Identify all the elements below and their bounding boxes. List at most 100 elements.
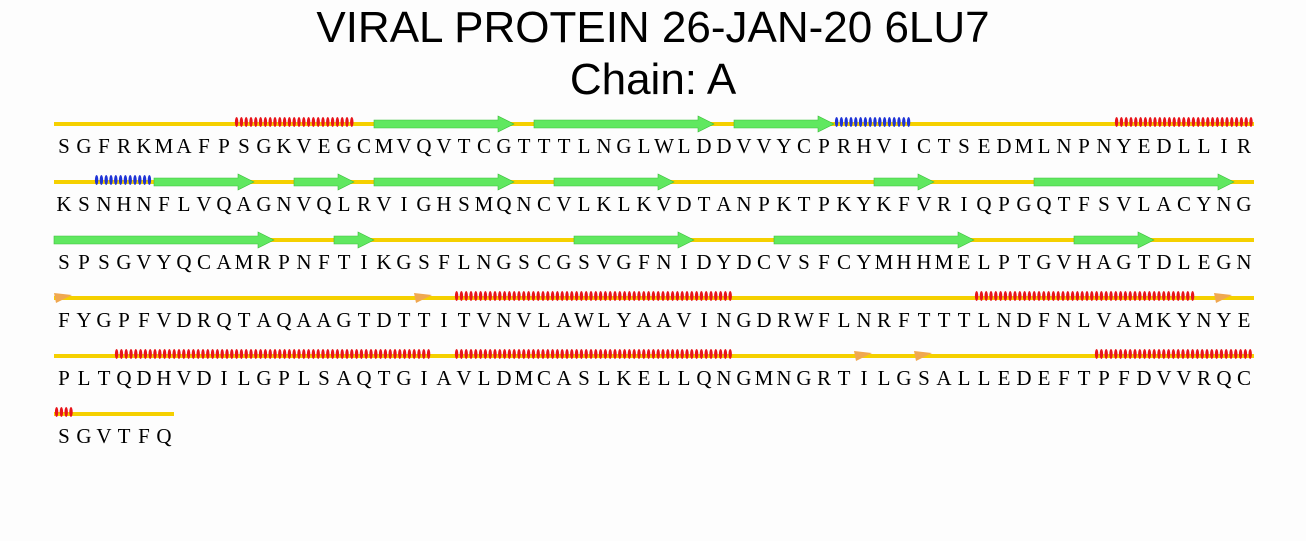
helix-turn xyxy=(138,349,143,359)
helix-turn xyxy=(579,349,584,359)
helix-turn xyxy=(1153,117,1157,127)
helix-turn xyxy=(718,291,723,301)
residue-letter: V xyxy=(396,134,412,158)
residue-letter: D xyxy=(756,308,772,332)
residue-letter: K xyxy=(56,192,72,216)
helix-turn xyxy=(306,349,311,359)
residue-letter: Q xyxy=(696,366,712,390)
residue-letter: E xyxy=(1137,134,1151,158)
helix-turn xyxy=(402,349,407,359)
helix-turn xyxy=(59,407,64,417)
helix-turn xyxy=(316,117,320,127)
residue-letter: N xyxy=(476,250,492,274)
residue-letter: Q xyxy=(116,366,132,390)
strand-arrow xyxy=(1033,173,1235,191)
residue-letter: C xyxy=(356,134,371,158)
residue-letter: D xyxy=(1156,250,1172,274)
helix-turn xyxy=(1056,291,1060,301)
residue-letter: T xyxy=(377,366,391,390)
residue-letter: M xyxy=(514,366,534,390)
helix-turn xyxy=(618,291,622,301)
helix-turn xyxy=(994,291,998,301)
helix-turn xyxy=(1147,291,1152,301)
helix-turn xyxy=(704,349,708,359)
residue-letter: I xyxy=(960,192,968,216)
residue-letter: T xyxy=(937,134,951,158)
residue-letter: L xyxy=(577,192,591,216)
residue-letter: A xyxy=(1096,250,1112,274)
helix-turn xyxy=(1162,291,1166,301)
alpha-helix xyxy=(974,291,1195,301)
turn-marker xyxy=(414,293,432,303)
helix-turn xyxy=(268,117,272,127)
residue-letter: Y xyxy=(156,250,172,274)
helix-turn xyxy=(326,349,330,359)
residue-letter: Q xyxy=(156,424,172,448)
helix-turn xyxy=(374,349,378,359)
helix-turn xyxy=(1075,291,1080,301)
residue-letter: W xyxy=(794,308,814,332)
residue-letter: S xyxy=(1098,192,1110,216)
residue-letter: N xyxy=(1236,250,1252,274)
residue-letter: K xyxy=(776,192,792,216)
residue-letter: N xyxy=(716,366,732,390)
residue-letter: M xyxy=(934,250,954,274)
helix-turn xyxy=(541,349,545,359)
residue-letter: A xyxy=(656,308,672,332)
helix-turn xyxy=(99,175,104,185)
helix-turn xyxy=(1032,291,1036,301)
residue-letter: A xyxy=(316,308,332,332)
residue-letter: H xyxy=(856,134,872,158)
residue-letter: M xyxy=(1134,308,1154,332)
helix-turn xyxy=(64,407,68,417)
residue-letter: P xyxy=(1078,134,1090,158)
residue-letter: I xyxy=(400,192,408,216)
helix-turn xyxy=(1109,291,1113,301)
helix-turn xyxy=(153,349,157,359)
helix-turn xyxy=(1224,349,1228,359)
helix-turn xyxy=(892,117,896,127)
residue-letter: T xyxy=(557,134,571,158)
helix-turn xyxy=(906,117,911,127)
helix-turn xyxy=(897,117,901,127)
residue-letter: M xyxy=(1014,134,1034,158)
helix-turn xyxy=(1176,291,1180,301)
helix-turn xyxy=(685,291,689,301)
residue-letter: F xyxy=(638,250,650,274)
helix-turn xyxy=(502,291,507,301)
residue-letter: D xyxy=(996,134,1012,158)
residue-letter: L xyxy=(637,134,651,158)
residue-letter: H xyxy=(436,192,452,216)
residue-letter: L xyxy=(957,366,971,390)
residue-letter: S xyxy=(78,192,90,216)
residue-letter: D xyxy=(1156,134,1172,158)
residue-letter: D xyxy=(676,192,692,216)
helix-turn xyxy=(162,349,167,359)
helix-turn xyxy=(555,291,560,301)
residue-letter: G xyxy=(796,366,812,390)
residue-letter: N xyxy=(1216,192,1232,216)
helix-turn xyxy=(1133,349,1137,359)
helix-turn xyxy=(728,349,732,359)
helix-turn xyxy=(244,117,248,127)
strand-arrow xyxy=(1073,231,1155,249)
helix-turn xyxy=(1196,117,1200,127)
helix-turn xyxy=(1080,291,1084,301)
alpha-helix xyxy=(454,291,732,301)
helix-turn xyxy=(1244,117,1248,127)
residue-letter: V xyxy=(436,134,452,158)
residue-letter: P xyxy=(998,192,1010,216)
helix-turn xyxy=(570,349,574,359)
helix-turn xyxy=(94,175,99,185)
helix-turn xyxy=(128,175,132,185)
strand-arrow xyxy=(873,173,935,191)
residue-letter: P xyxy=(998,250,1010,274)
helix-turn xyxy=(502,349,507,359)
residue-letter: V xyxy=(1096,308,1112,332)
helix-turn xyxy=(1128,349,1132,359)
helix-turn xyxy=(1206,117,1210,127)
helix-turn xyxy=(230,349,234,359)
helix-turn xyxy=(1123,291,1128,301)
